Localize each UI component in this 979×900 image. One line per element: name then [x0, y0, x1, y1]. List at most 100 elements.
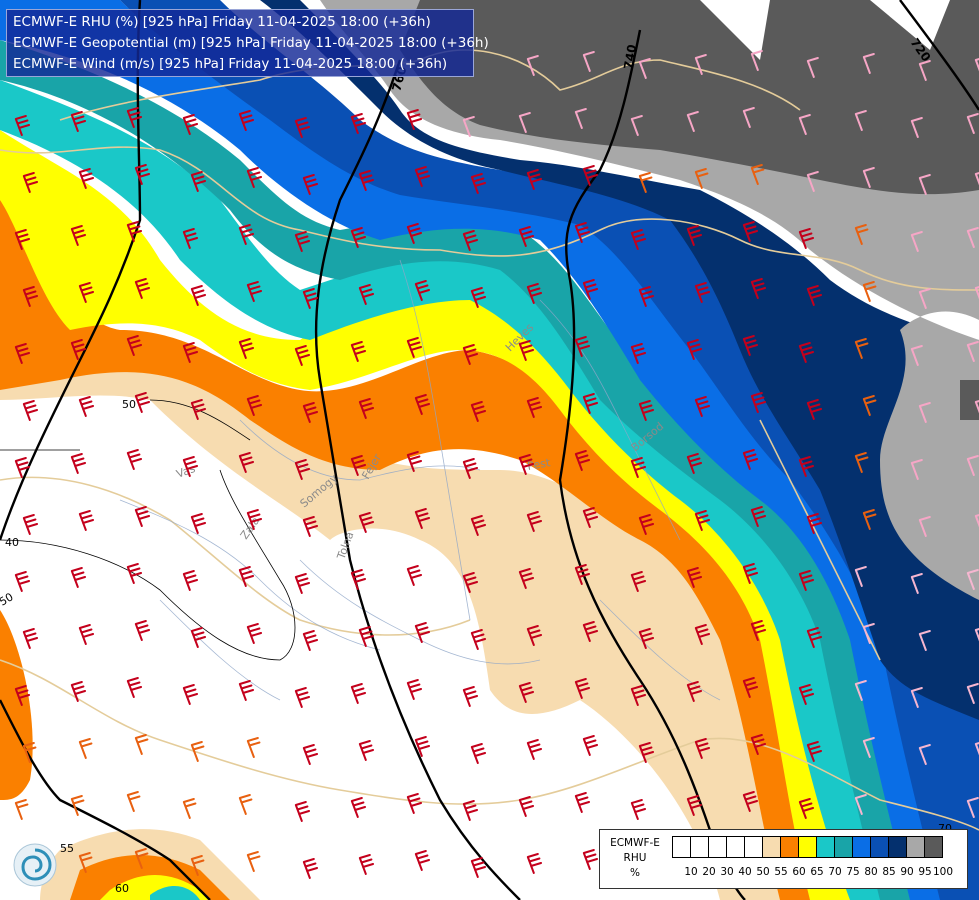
wind-barb	[462, 458, 479, 479]
wind-barb	[526, 853, 543, 874]
wind-barb	[686, 795, 703, 816]
title-wind: ECMWF-E Wind (m/s) [925 hPa] Friday 11-0…	[13, 56, 448, 72]
wind-barb	[918, 630, 931, 651]
wind-barb	[238, 110, 255, 131]
wind-barb	[70, 453, 87, 474]
wind-barb	[918, 60, 931, 81]
wind-barb	[630, 343, 647, 364]
wind-barb	[470, 629, 487, 650]
wind-barb	[294, 573, 311, 594]
wind-barb	[462, 344, 479, 365]
wind-barb	[686, 339, 703, 360]
wind-barb	[294, 801, 311, 822]
wind-barb	[238, 566, 255, 587]
legend-swatch	[924, 836, 943, 858]
rhu-band-60	[0, 200, 979, 900]
wind-barb	[526, 283, 543, 304]
wind-barb	[182, 456, 199, 477]
logo-icon	[13, 843, 57, 887]
wind-barb	[22, 742, 37, 763]
wind-barb	[742, 107, 755, 128]
wind-barb	[246, 851, 261, 872]
wind-barb	[294, 117, 311, 138]
wind-barb	[358, 170, 375, 191]
wind-barb	[14, 229, 31, 250]
wind-barb	[470, 401, 487, 422]
wind-barb	[190, 171, 207, 192]
wind-barb	[302, 288, 319, 309]
wind-barb	[742, 335, 759, 356]
wind-barb	[966, 113, 979, 134]
wind-barb	[70, 795, 85, 816]
wind-barb	[182, 684, 199, 705]
legend-swatch	[870, 836, 889, 858]
wind-barb	[78, 396, 95, 417]
legend-label: ECMWF-E RHU %	[602, 836, 668, 881]
wind-barb	[798, 342, 815, 363]
wind-barb	[470, 857, 487, 878]
wind-barb	[798, 456, 815, 477]
rhu-band-70	[0, 80, 979, 900]
wind-barb	[302, 174, 319, 195]
legend-tick-label: 70	[828, 866, 842, 878]
wind-barb	[406, 679, 423, 700]
wind-barb	[694, 396, 711, 417]
wind-barb	[406, 565, 423, 586]
wind-barb	[918, 402, 931, 423]
wind-barb	[918, 516, 931, 537]
legend-swatch	[744, 836, 763, 858]
rhu-band-90	[260, 0, 979, 720]
wind-barb	[526, 511, 543, 532]
wind-barb	[854, 680, 867, 701]
legend-swatch	[834, 836, 853, 858]
wind-barb	[246, 395, 263, 416]
wind-barb	[638, 514, 655, 535]
wind-barb	[518, 682, 535, 703]
wind-barb	[862, 281, 877, 302]
wind-barb	[78, 168, 95, 189]
wind-barb	[406, 109, 423, 130]
wind-barb	[686, 225, 703, 246]
wind-barb	[462, 572, 479, 593]
wind-barb	[22, 400, 39, 421]
wind-barb	[518, 340, 535, 361]
legend-tick-label: 100	[932, 866, 954, 878]
wind-barb	[638, 628, 655, 649]
wind-barb	[238, 452, 255, 473]
wind-barb	[742, 791, 759, 812]
contour-label: 55	[60, 842, 74, 855]
legend-swatch	[726, 836, 745, 858]
wind-barb	[798, 228, 815, 249]
legend-swatch	[816, 836, 835, 858]
legend-swatch	[798, 836, 817, 858]
wind-barb	[918, 744, 931, 765]
wind-barb	[798, 114, 811, 135]
wind-barb	[854, 452, 869, 473]
wind-barb	[134, 848, 149, 869]
wind-barb	[910, 231, 923, 252]
wind-barb	[238, 338, 255, 359]
wind-barb	[238, 224, 255, 245]
wind-barb	[574, 792, 591, 813]
wind-barb	[302, 402, 319, 423]
wind-barb	[638, 742, 655, 763]
wind-barb	[358, 398, 375, 419]
wind-barb	[750, 620, 767, 641]
wind-barb	[526, 739, 543, 760]
wind-barb	[518, 796, 535, 817]
wind-barb	[806, 171, 819, 192]
legend-swatch	[906, 836, 925, 858]
wind-barb	[750, 506, 767, 527]
wind-barb	[470, 515, 487, 536]
wind-barb	[350, 455, 367, 476]
wind-barb	[70, 567, 87, 588]
wind-barb	[350, 797, 367, 818]
rhu-band-100	[400, 0, 979, 195]
wind-barb	[862, 509, 877, 530]
contour-label: 50	[122, 398, 136, 411]
contour-label: 60	[115, 882, 129, 895]
wind-barb	[126, 563, 143, 584]
wind-barb	[182, 342, 199, 363]
wind-barb	[414, 736, 431, 757]
wind-barb	[798, 798, 815, 819]
